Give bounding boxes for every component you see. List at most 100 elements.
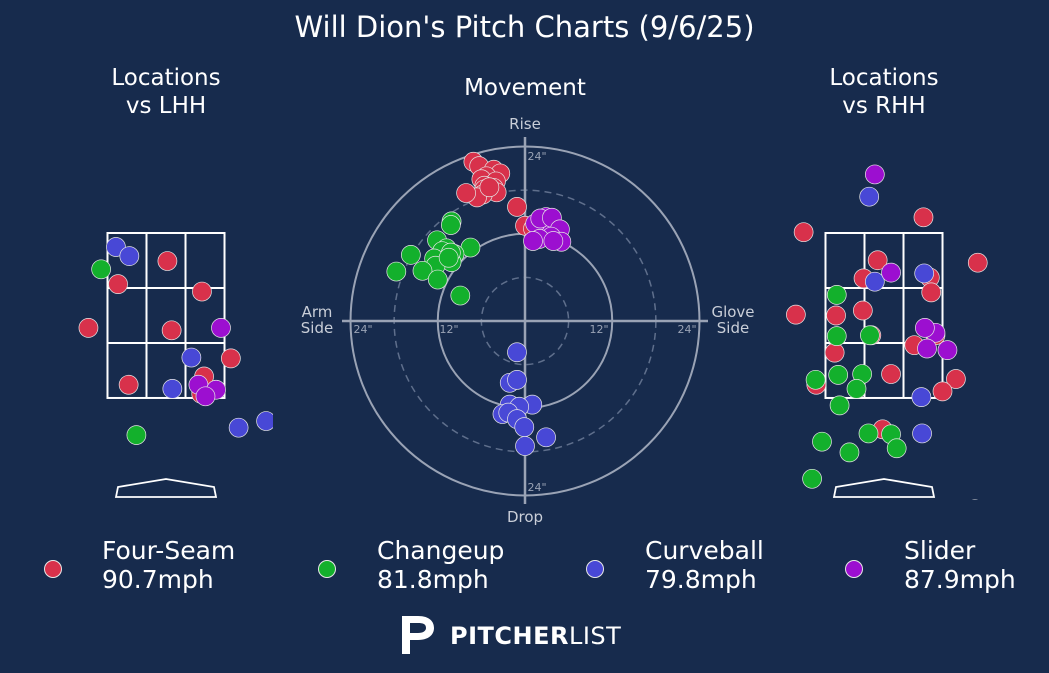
rhh-changeup-point [826,285,847,305]
brand-bold-text: PITCHER [450,622,569,650]
ring-label-left-24: 24" [353,323,372,336]
legend-label: Four-Seam 90.7mph [102,536,235,594]
rhh-four-seam-point [921,282,942,303]
legend-label: Slider 87.9mph [904,536,1016,594]
legend-pitch-speed: 87.9mph [904,565,1016,594]
legend-swatch [586,560,604,578]
rhh-slider-point [915,318,935,338]
rhh-strike-zone [824,232,944,399]
rhh-curveball-point [912,423,932,444]
movement-changeup-point [386,261,407,282]
rhh-changeup-point [858,423,879,444]
lhh-curveball-point [162,379,183,399]
rhh-slider-point [1013,387,1032,406]
rhh-four-seam-point [913,207,934,228]
rhh-four-seam-point [881,364,901,384]
axis-label-drop: Drop [507,508,543,526]
lhh-curveball-point [256,411,273,431]
legend-pitch-name: Slider [904,536,976,565]
rhh-four-seam-point [826,305,846,326]
rhh-changeup-point [846,379,867,399]
rhh-four-seam-point [1005,387,1024,406]
rhh-changeup-point [828,365,849,385]
movement-slider-point [523,231,543,251]
movement-curveball-point [515,436,535,456]
legend-pitch-speed: 90.7mph [102,565,214,594]
lhh-changeup-point [91,259,111,280]
rhh-changeup-point [829,395,850,416]
movement-changeup-point [412,260,433,281]
rhh-curveball-point [864,271,885,292]
ring-label-right-24: 24" [677,323,696,336]
rhh-curveball-point [971,499,979,500]
rhh-home-plate [832,478,936,498]
rhh-changeup-point [802,468,822,489]
lhh-four-seam-point [192,281,212,302]
axis-label-arm-side: Arm [302,303,333,321]
pitcherlist-p-icon [402,616,434,654]
rhh-changeup-point [805,369,826,390]
lhh-four-seam-point [161,320,182,341]
legend-swatch [845,560,863,578]
legend-label: Curveball 79.8mph [645,536,764,594]
lhh-four-seam-point [78,318,99,338]
chart-title: Will Dion's Pitch Charts (9/6/25) [294,10,755,44]
axis-label-arm-side: Side [301,319,333,337]
lhh-curveball-point [119,246,140,266]
rhh-changeup-point [839,442,860,463]
movement-changeup-point [438,247,459,268]
rhh-four-seam-point [793,222,814,243]
legend-swatch [44,560,62,578]
ring-label-bottom-24: 24" [527,481,546,494]
lhh-four-seam-point [157,251,178,271]
rhh-changeup-point [753,487,772,506]
rhh-four-seam-point [932,381,953,402]
legend-label: Changeup 81.8mph [377,536,504,594]
legend-pitch-name: Changeup [377,536,505,565]
lhh-curveball-point [181,347,202,368]
rhh-four-seam-point [824,342,845,363]
rhh-slider-point [864,164,885,185]
rhh-changeup-point [826,326,847,346]
axis-label-rise: Rise [509,115,541,133]
movement-changeup-point [427,269,448,290]
movement-changeup-point [440,215,461,235]
ring-label-right-12: 12" [589,323,608,336]
ring-label-left-12: 12" [439,323,458,336]
lhh-slider-point [195,386,216,407]
rhh-slider-point [937,340,958,360]
movement-curveball-point [507,342,527,363]
rhh-changeup-point [860,325,880,346]
rhh-four-seam-point [852,300,873,321]
movement-four-seam-point [456,183,476,203]
movement-slider-point [543,231,564,251]
ring-label-top-24: 24" [527,150,546,163]
lhh-slider-point [211,318,231,338]
brand-light-text: LIST [568,622,622,650]
movement-four-seam-point [507,197,527,217]
rhh-four-seam-point [946,369,966,389]
rhh-curveball-point [859,186,880,207]
rhh-slider-point [917,338,937,359]
movement-curveball-point [507,370,527,390]
lhh-four-seam-point [108,274,128,294]
rhh-curveball-point [911,387,932,407]
lhh-home-plate [114,478,218,498]
rhh-points [753,164,1032,506]
lhh-strike-zone [106,232,226,399]
movement-changeup-point [450,285,471,306]
rhh-four-seam-point [786,304,806,325]
legend-pitch-speed: 79.8mph [645,565,757,594]
movement-curveball-point [536,427,556,448]
lhh-curveball-point [228,417,249,438]
lhh-points [78,237,273,445]
rhh-curveball-point [914,263,935,284]
rhh-changeup-point [812,431,832,452]
rhh-changeup-point [886,438,907,459]
lhh-panel-title: Locations vs LHH [111,65,221,119]
movement-changeup-point [401,244,421,265]
axis-label-glove-side: Glove [711,303,754,321]
rhh-four-seam-point [967,252,988,273]
rhh-slider-point [881,262,901,283]
